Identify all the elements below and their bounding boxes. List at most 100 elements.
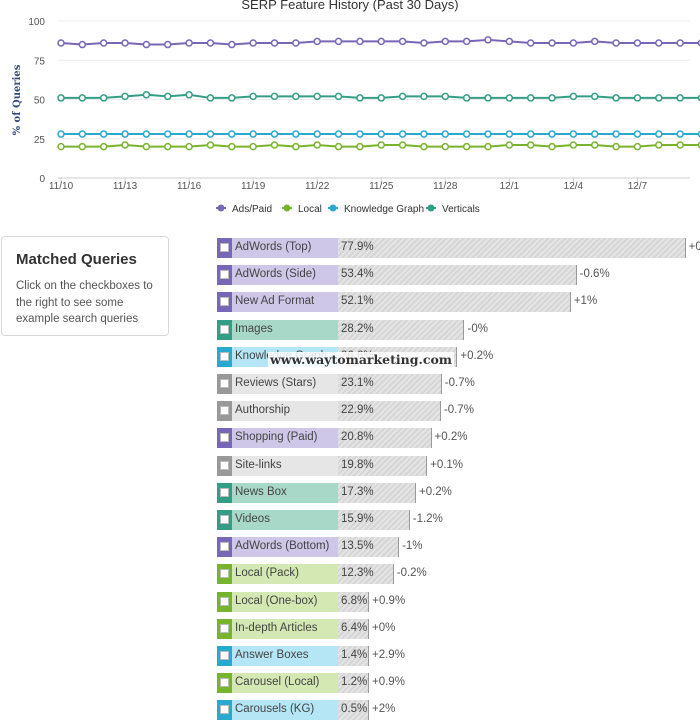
data-point: [57, 142, 65, 151]
feature-label-bg: [232, 374, 338, 394]
data-point: [676, 94, 684, 102]
feature-bar-edge: [463, 319, 465, 340]
data-point: [655, 130, 663, 138]
data-point: [78, 130, 87, 138]
data-point: [99, 94, 108, 102]
feature-label: Images: [235, 322, 273, 335]
feature-percent: 28.2%: [341, 322, 374, 335]
feature-swatch: [217, 292, 232, 313]
feature-label-bg: [232, 238, 338, 258]
feature-change: +0%: [372, 621, 396, 634]
feature-checkbox[interactable]: [220, 678, 229, 688]
feature-checkbox[interactable]: [220, 379, 229, 388]
data-point: [676, 130, 684, 138]
feature-percent: 12.3%: [341, 567, 374, 580]
feature-swatch: [217, 618, 232, 639]
feature-bar: [338, 700, 368, 721]
data-point: [591, 141, 599, 149]
feature-percent: 0.5%: [341, 703, 368, 716]
feature-label: AdWords (Side): [235, 268, 316, 281]
feature-checkbox[interactable]: [220, 651, 229, 660]
data-point: [441, 142, 450, 151]
data-point: [99, 130, 108, 138]
feature-swatch: [217, 374, 232, 394]
data-point: [185, 91, 193, 99]
feature-change: -0.7%: [443, 404, 474, 417]
data-point: [228, 94, 236, 102]
feature-bar: [338, 265, 576, 286]
feature-percent: 23.1%: [341, 377, 374, 389]
feature-row: AdWords (Bottom) 13.5% -1%: [217, 537, 697, 558]
feature-row: Authorship 22.9% -0.7%: [217, 401, 697, 422]
data-point: [270, 92, 279, 101]
x-tick-label: 12/4: [564, 181, 584, 192]
data-point: [505, 37, 514, 46]
feature-checkbox[interactable]: [220, 623, 229, 633]
feature-label: Local (Pack): [235, 567, 299, 580]
feature-change: -1.2%: [412, 513, 443, 525]
feature-row: Videos 15.9% -1.2%: [217, 510, 697, 530]
feature-bar: [338, 537, 399, 558]
feature-bar: [338, 618, 368, 639]
feature-label-bg: [232, 537, 338, 558]
feature-swatch: [217, 591, 232, 612]
data-point: [334, 92, 343, 101]
data-point: [228, 40, 236, 49]
feature-checkbox[interactable]: [220, 569, 229, 579]
feature-bar-edge: [440, 374, 442, 394]
feature-checkbox[interactable]: [220, 297, 229, 307]
feature-swatch: [217, 401, 232, 422]
data-point: [462, 94, 471, 102]
feature-checkbox[interactable]: [220, 487, 229, 497]
feature-percent: 15.9%: [341, 513, 374, 525]
data-point: [228, 130, 236, 138]
data-point: [633, 142, 642, 151]
feature-checkbox[interactable]: [220, 596, 229, 606]
feature-bar: [338, 646, 368, 666]
feature-checkbox[interactable]: [220, 515, 229, 524]
data-point: [377, 130, 385, 138]
feature-checkbox[interactable]: [220, 433, 229, 443]
data-point: [569, 92, 578, 101]
feature-label-bg: [232, 510, 338, 530]
feature-checkbox[interactable]: [220, 270, 229, 280]
feature-label-bg: [232, 319, 338, 340]
feature-percent: 20.8%: [341, 431, 374, 444]
data-point: [548, 39, 556, 47]
data-point: [206, 94, 215, 102]
feature-checkbox[interactable]: [220, 243, 229, 252]
data-point: [612, 39, 620, 47]
feature-checkbox[interactable]: [220, 460, 229, 470]
feature-swatch: [217, 265, 232, 286]
data-point: [292, 142, 300, 151]
feature-checkbox[interactable]: [220, 705, 229, 715]
data-point: [270, 39, 279, 47]
data-point: [398, 92, 407, 101]
data-point: [569, 130, 578, 138]
data-point: [164, 40, 172, 49]
y-tick-label: 50: [34, 96, 46, 107]
feature-checkbox[interactable]: [220, 406, 229, 416]
data-point: [633, 94, 642, 102]
matched-queries-panel: Matched Queries Click on the checkboxes …: [1, 236, 169, 336]
feature-checkbox[interactable]: [220, 324, 229, 334]
legend-item-knowledge-graph: Knowledge Graph: [344, 204, 424, 215]
data-point: [484, 94, 492, 102]
feature-checkbox[interactable]: [220, 351, 229, 361]
data-point: [591, 37, 599, 46]
data-point: [441, 37, 450, 46]
watermark-text: www.waytomarketing.com: [268, 352, 455, 367]
data-point: [505, 94, 514, 102]
feature-bar-edge: [684, 238, 686, 258]
data-point: [270, 130, 279, 138]
x-tick-label: 11/22: [305, 181, 330, 192]
data-point: [121, 130, 129, 138]
data-point: [313, 37, 321, 46]
data-point: [377, 141, 385, 149]
feature-bar: [338, 673, 368, 694]
x-tick-label: 11/13: [113, 181, 138, 192]
data-point: [334, 130, 343, 138]
feature-row: Carousels (KG) 0.5% +2%: [217, 700, 697, 721]
feature-swatch: [217, 537, 232, 558]
feature-checkbox[interactable]: [220, 542, 229, 552]
